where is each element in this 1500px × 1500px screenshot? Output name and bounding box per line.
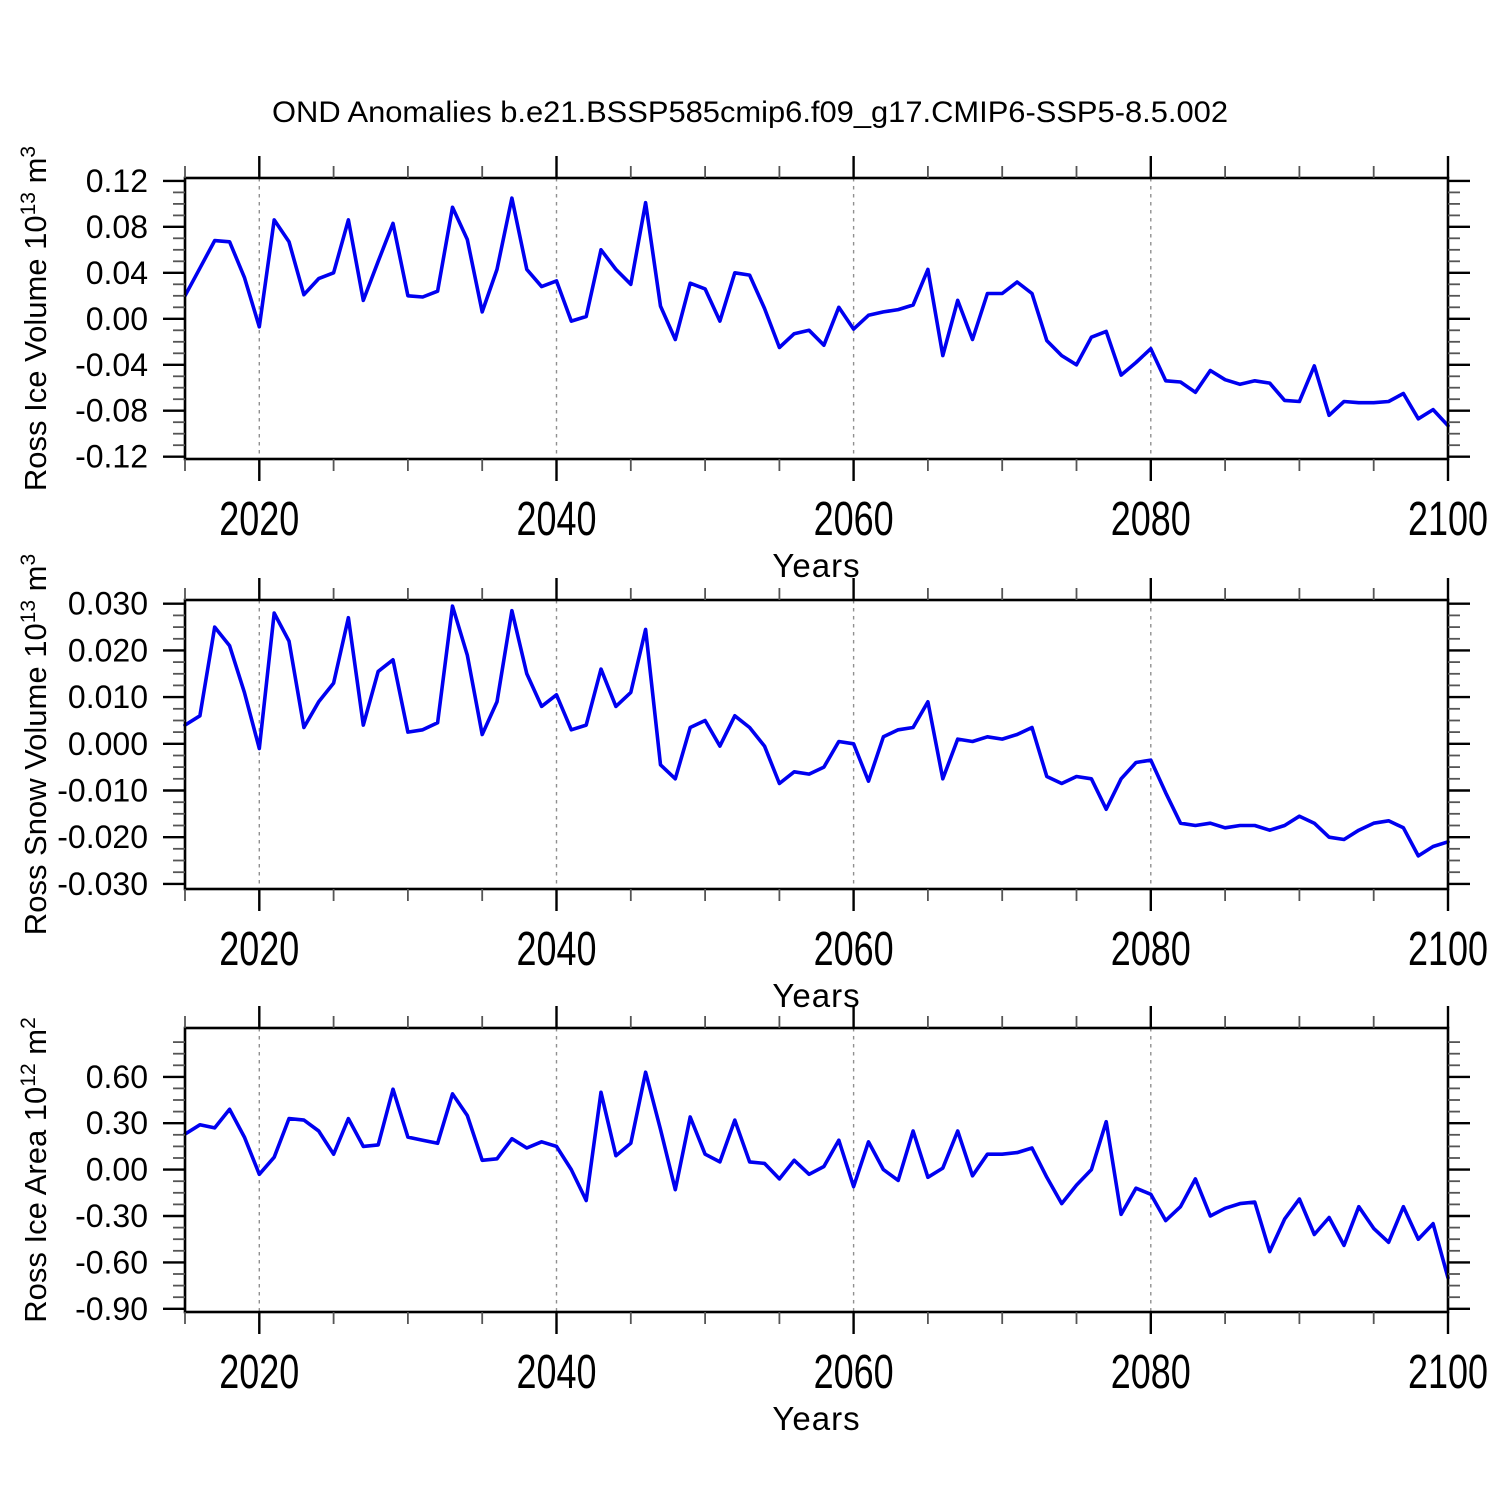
major-ticks	[163, 1006, 1470, 1334]
y-tick-label: 0.30	[86, 1105, 148, 1141]
x-tick-label: 2040	[517, 493, 597, 546]
y-tick-label: 0.00	[86, 301, 148, 337]
series-line	[183, 604, 1450, 858]
y-axis-title: Ross Ice Volume 1013 m3	[17, 146, 53, 491]
y-tick-label: -0.60	[75, 1244, 148, 1280]
figure-title: OND Anomalies b.e21.BSSP585cmip6.f09_g17…	[272, 96, 1228, 129]
x-tick-label: 2060	[814, 923, 894, 976]
x-tick-label: 2020	[219, 923, 299, 976]
x-tick-label: 2080	[1111, 1346, 1191, 1399]
panel-ross-snow-volume: 0.030 0.020 0.010 0.000 -0.010 -0.020 -0.030 20…	[17, 554, 1488, 1014]
minor-ticks	[173, 166, 1460, 471]
x-tick-label: 2020	[219, 1346, 299, 1399]
series-line	[183, 196, 1450, 428]
minor-ticks	[173, 1016, 1460, 1324]
y-tick-label: 0.12	[86, 163, 148, 199]
series-line	[183, 1070, 1450, 1280]
y-tick-label: -0.010	[57, 773, 148, 809]
y-axis-title: Ross Ice Area 1012 m2	[17, 1017, 53, 1323]
gridlines	[258, 600, 1152, 889]
y-tick-label: -0.020	[57, 819, 148, 855]
x-tick-label: 2100	[1408, 923, 1488, 976]
y-tick-label: -0.12	[75, 439, 148, 475]
y-tick-label: 0.030	[68, 586, 148, 622]
y-tick-label: 0.04	[86, 255, 148, 291]
y-axis-title: Ross Snow Volume 1013 m3	[17, 554, 53, 935]
plots-group: 0.12 0.08 0.04 0.00 -0.04 -0.08 -0.12 2020 2040 2…	[17, 146, 1488, 1437]
y-tick-label: 0.00	[86, 1152, 148, 1188]
x-axis-title: Years	[772, 977, 860, 1014]
gridlines	[258, 178, 1152, 459]
major-ticks	[163, 578, 1470, 911]
plot-box	[183, 176, 1450, 461]
major-ticks	[163, 156, 1470, 481]
x-tick-label: 2020	[219, 493, 299, 546]
x-tick-label: 2060	[814, 493, 894, 546]
y-tick-label: -0.08	[75, 393, 148, 429]
y-tick-label: -0.30	[75, 1198, 148, 1234]
x-axis-title: Years	[772, 1400, 860, 1437]
x-tick-label: 2080	[1111, 923, 1191, 976]
x-tick-label: 2080	[1111, 493, 1191, 546]
x-tick-label: 2100	[1408, 1346, 1488, 1399]
x-tick-label: 2040	[517, 1346, 597, 1399]
x-axis-title: Years	[772, 547, 860, 584]
minor-ticks	[173, 588, 1460, 901]
y-tick-label: 0.08	[86, 209, 148, 245]
x-tick-label: 2060	[814, 1346, 894, 1399]
y-tick-label: 0.000	[68, 726, 148, 762]
y-tick-label: 0.60	[86, 1059, 148, 1095]
panel-ross-ice-volume: 0.12 0.08 0.04 0.00 -0.04 -0.08 -0.12 2020 2040 2…	[17, 146, 1488, 584]
panel-ross-ice-area: 0.60 0.30 0.00 -0.30 -0.60 -0.90 2020 2040 2060 2…	[17, 1006, 1488, 1437]
gridlines	[258, 1028, 1152, 1312]
x-tick-label: 2100	[1408, 493, 1488, 546]
plot-box	[183, 598, 1450, 891]
y-tick-label: -0.030	[57, 866, 148, 902]
y-tick-label: 0.010	[68, 679, 148, 715]
y-tick-label: 0.020	[68, 632, 148, 668]
x-tick-label: 2040	[517, 923, 597, 976]
y-tick-label: -0.04	[75, 347, 148, 383]
y-tick-label: -0.90	[75, 1291, 148, 1327]
